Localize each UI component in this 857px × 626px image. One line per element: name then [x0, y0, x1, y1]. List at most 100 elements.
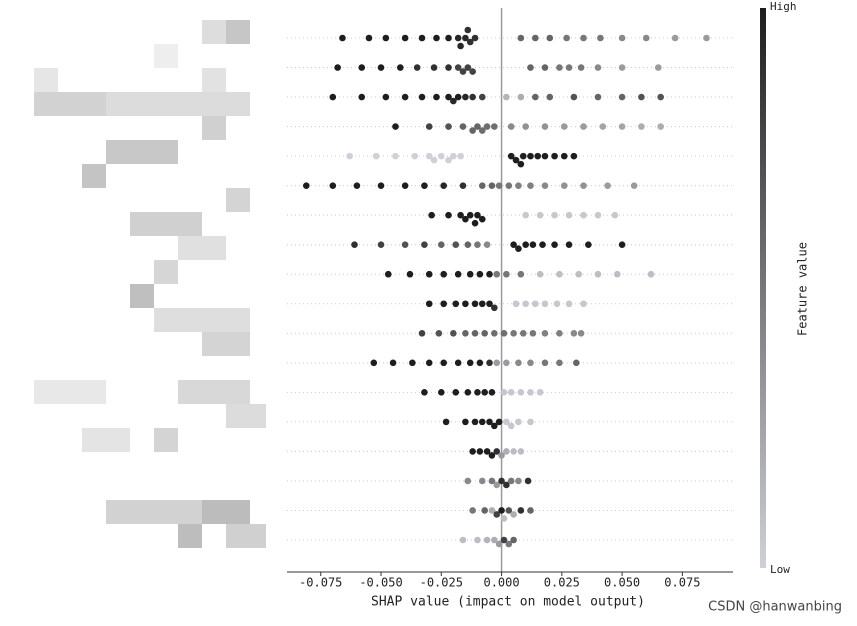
shap-point — [541, 182, 549, 189]
shap-point — [527, 418, 534, 426]
shap-point — [493, 359, 501, 367]
shap-point — [638, 93, 645, 101]
shap-point — [512, 156, 520, 164]
shap-point — [505, 507, 513, 514]
shap-point — [469, 68, 476, 75]
shap-point — [488, 182, 496, 189]
shap-point — [476, 359, 484, 367]
shap-point — [440, 182, 448, 189]
shap-point — [377, 64, 385, 71]
shap-point — [517, 389, 525, 396]
shap-point — [611, 211, 619, 219]
shap-point — [382, 93, 390, 101]
shap-point — [486, 418, 493, 426]
shap-point — [483, 448, 491, 455]
x-tick-label: 0.075 — [664, 576, 700, 590]
x-tick-label: -0.050 — [359, 576, 402, 590]
shap-point — [474, 389, 481, 396]
shap-point — [493, 270, 501, 278]
shap-point — [486, 359, 493, 367]
shap-point — [481, 329, 488, 337]
shap-point — [556, 329, 563, 337]
shap-point — [459, 536, 467, 544]
shap-point — [541, 359, 549, 367]
shap-point — [481, 389, 488, 396]
shap-point — [430, 64, 438, 71]
shap-point — [351, 241, 358, 249]
shap-point — [488, 477, 496, 485]
shap-point — [370, 359, 378, 367]
shap-point — [440, 359, 448, 367]
shap-point — [397, 64, 404, 71]
shap-point — [560, 152, 568, 160]
shap-point — [476, 448, 484, 455]
shap-point — [425, 123, 433, 130]
shap-point — [478, 182, 486, 189]
x-tick-label: -0.075 — [299, 576, 342, 590]
shap-point — [425, 300, 433, 308]
shap-point — [418, 329, 426, 337]
shap-point — [372, 152, 380, 160]
x-tick-label: -0.025 — [420, 576, 463, 590]
shap-point — [329, 182, 337, 189]
shap-point — [464, 389, 472, 396]
shap-point — [382, 34, 390, 42]
shap-point — [481, 507, 488, 514]
shap-point — [491, 304, 498, 312]
shap-point — [546, 34, 554, 42]
shap-point — [428, 211, 435, 219]
shap-point — [500, 389, 508, 396]
shap-point — [503, 481, 510, 489]
shap-point — [469, 448, 476, 455]
shap-point — [495, 418, 503, 426]
shap-point — [445, 64, 452, 71]
colorbar-high: High — [770, 0, 797, 13]
shap-point — [519, 329, 527, 337]
shap-point — [570, 93, 578, 101]
shap-point — [462, 329, 469, 337]
shap-point — [527, 359, 534, 367]
colorbar-low: Low — [770, 563, 790, 576]
shap-point — [529, 241, 537, 249]
shap-point — [445, 93, 452, 101]
shap-point — [577, 64, 585, 71]
shap-point — [358, 93, 366, 101]
shap-point — [515, 359, 522, 367]
shap-point — [433, 34, 440, 42]
shap-point — [406, 270, 414, 278]
shap-point — [425, 359, 433, 367]
shap-point — [532, 34, 539, 42]
shap-point — [409, 359, 416, 367]
shap-point — [401, 182, 409, 189]
shap-point — [459, 68, 467, 75]
shap-point — [551, 241, 558, 249]
shap-point — [462, 34, 469, 42]
watermark: CSDN @hanwanbing — [708, 600, 842, 615]
shap-point — [462, 300, 469, 308]
shap-point — [437, 389, 445, 396]
x-tick-label: 0.025 — [544, 576, 580, 590]
shap-point — [483, 123, 491, 130]
shap-point — [498, 452, 505, 459]
shap-point — [522, 300, 529, 308]
shap-point — [560, 123, 568, 130]
shap-point — [505, 540, 513, 548]
shap-point — [671, 34, 679, 42]
shap-point — [534, 152, 542, 160]
shap-point — [384, 270, 392, 278]
shap-point — [466, 38, 474, 46]
shap-point — [515, 245, 522, 253]
shap-point — [392, 152, 399, 160]
shap-point — [541, 123, 549, 130]
shap-point — [597, 34, 604, 42]
shap-point — [452, 300, 460, 308]
shap-point — [565, 64, 573, 71]
shap-point — [437, 152, 445, 160]
shap-point — [474, 241, 481, 249]
shap-point — [483, 536, 491, 544]
shap-point — [613, 270, 621, 278]
shap-point — [580, 211, 587, 219]
shap-point — [445, 211, 452, 219]
shap-point — [541, 329, 549, 337]
